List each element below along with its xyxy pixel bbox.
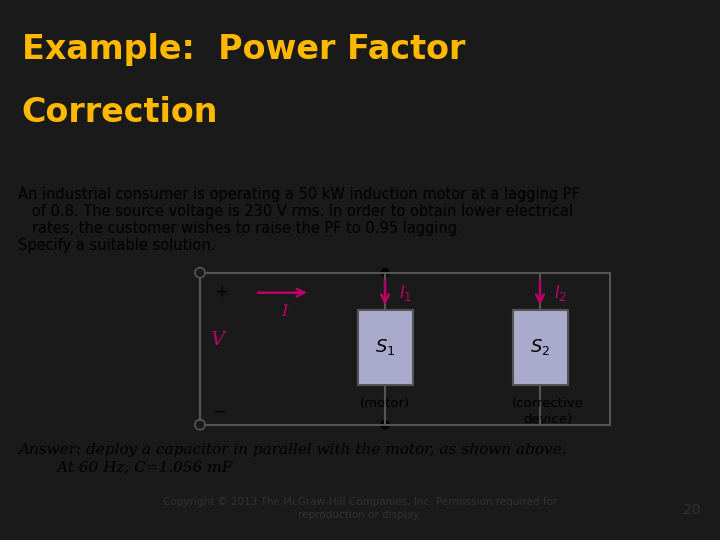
Text: An industrial consumer is operating a 50 kW induction motor at a lagging PF: An industrial consumer is operating a 50… — [18, 187, 580, 202]
Text: Example:  Power Factor: Example: Power Factor — [22, 33, 465, 66]
Text: device): device) — [523, 413, 572, 426]
FancyBboxPatch shape — [513, 310, 567, 384]
Text: $S_1$: $S_1$ — [375, 337, 395, 357]
Text: Copyright © 2013 The McGraw-Hill Companies, Inc. Permission required for
reprodu: Copyright © 2013 The McGraw-Hill Compani… — [163, 497, 557, 520]
Text: $I_2$: $I_2$ — [554, 283, 567, 303]
Text: rates, the customer wishes to raise the PF to 0.95 lagging.: rates, the customer wishes to raise the … — [18, 221, 462, 235]
Text: V: V — [210, 330, 224, 349]
Text: I: I — [282, 303, 288, 320]
Text: +: + — [214, 283, 228, 301]
Text: of 0.8. The source voltage is 230 V rms. In order to obtain lower electrical: of 0.8. The source voltage is 230 V rms.… — [18, 204, 573, 219]
FancyBboxPatch shape — [358, 310, 413, 384]
Text: 20: 20 — [683, 503, 700, 517]
Text: (corrective: (corrective — [512, 397, 584, 410]
Text: Correction: Correction — [22, 96, 218, 129]
Text: Specify a suitable solution.: Specify a suitable solution. — [18, 238, 215, 253]
Text: $S_2$: $S_2$ — [530, 337, 550, 357]
Text: Answer: deploy a capacitor in parallel with the motor, as shown above.: Answer: deploy a capacitor in parallel w… — [18, 443, 567, 457]
Text: At 60 Hz, C=1.056 mF: At 60 Hz, C=1.056 mF — [18, 461, 233, 475]
Text: −: − — [212, 403, 226, 421]
Circle shape — [381, 269, 389, 276]
Circle shape — [381, 421, 389, 429]
Text: (motor): (motor) — [360, 397, 410, 410]
Text: $I_1$: $I_1$ — [399, 283, 413, 303]
